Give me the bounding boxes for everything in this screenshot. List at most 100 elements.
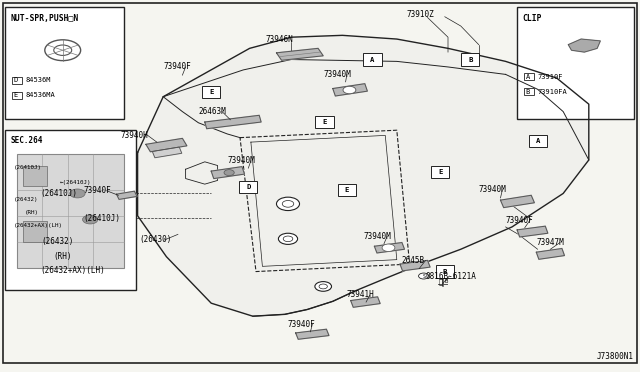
FancyBboxPatch shape [436, 266, 454, 278]
Text: B: B [468, 57, 472, 62]
Circle shape [54, 45, 72, 55]
Polygon shape [116, 191, 137, 199]
Bar [524, 73, 534, 80]
Text: 73910Z: 73910Z [406, 10, 434, 19]
Polygon shape [138, 35, 589, 316]
FancyBboxPatch shape [364, 54, 381, 65]
Circle shape [382, 244, 395, 251]
Polygon shape [146, 138, 187, 152]
Circle shape [276, 197, 300, 211]
Text: 0816B-6121A: 0816B-6121A [426, 272, 476, 280]
Circle shape [319, 284, 328, 289]
FancyBboxPatch shape [202, 86, 220, 98]
Text: 26463M: 26463M [198, 107, 226, 116]
Text: 2645B: 2645B [402, 256, 425, 265]
Bar [5, 7, 124, 119]
Circle shape [343, 86, 356, 94]
FancyBboxPatch shape [316, 116, 333, 128]
Polygon shape [296, 329, 329, 339]
FancyBboxPatch shape [239, 181, 257, 193]
Text: B: B [443, 269, 447, 275]
Text: 73947M: 73947M [536, 238, 564, 247]
Text: 73940M: 73940M [227, 156, 255, 165]
Text: 73940F: 73940F [83, 186, 111, 195]
Circle shape [278, 233, 298, 244]
Polygon shape [205, 115, 261, 129]
Polygon shape [500, 195, 534, 208]
Text: E: E [209, 89, 213, 95]
Polygon shape [517, 226, 548, 237]
Text: 84536MA: 84536MA [26, 92, 55, 98]
Circle shape [282, 201, 294, 207]
Text: A: A [371, 57, 374, 62]
Circle shape [70, 189, 85, 198]
Text: NUT-SPR,PUSH□N: NUT-SPR,PUSH□N [10, 14, 79, 23]
Polygon shape [152, 147, 182, 158]
Text: (26410J): (26410J) [83, 214, 120, 223]
Text: J73800N1: J73800N1 [596, 352, 634, 361]
Text: 84536M: 84536M [26, 77, 51, 83]
Bar [12, 77, 22, 84]
Polygon shape [568, 39, 600, 52]
Text: ←(26410J): ←(26410J) [60, 180, 91, 185]
Text: A: A [525, 74, 530, 80]
Circle shape [224, 170, 234, 176]
Text: (26432+AX)(LH): (26432+AX)(LH) [13, 222, 63, 228]
Text: (26410J): (26410J) [13, 165, 42, 170]
Text: E: E [323, 119, 326, 125]
Text: (RH): (RH) [24, 209, 38, 215]
Text: 73940M: 73940M [323, 70, 351, 79]
Text: (26410J): (26410J) [40, 189, 77, 198]
Text: A: A [536, 138, 540, 144]
Polygon shape [400, 260, 430, 271]
Text: B: B [445, 279, 448, 284]
Polygon shape [276, 48, 323, 60]
Text: (RH): (RH) [53, 252, 72, 261]
Text: 73940M: 73940M [479, 185, 506, 194]
Text: (26432+AX)(LH): (26432+AX)(LH) [40, 266, 105, 275]
Text: 73941H: 73941H [347, 291, 374, 299]
Text: E: E [438, 169, 442, 175]
Circle shape [419, 273, 429, 279]
Text: 73940F: 73940F [506, 216, 533, 225]
Text: SEC.264: SEC.264 [10, 136, 43, 145]
Text: E: E [345, 187, 349, 193]
Circle shape [439, 272, 447, 277]
FancyBboxPatch shape [338, 184, 356, 196]
Circle shape [315, 282, 332, 291]
Polygon shape [536, 248, 564, 259]
Polygon shape [211, 167, 244, 179]
Text: 73940H: 73940H [120, 131, 148, 140]
Bar [17, 154, 124, 268]
Circle shape [283, 236, 293, 242]
Circle shape [45, 40, 81, 61]
Polygon shape [351, 297, 380, 307]
Bar [12, 92, 22, 99]
Text: B: B [525, 89, 530, 94]
Text: E: E [13, 92, 18, 98]
Text: 73940F: 73940F [288, 320, 316, 329]
FancyBboxPatch shape [431, 166, 449, 178]
Text: 73940F: 73940F [163, 62, 191, 71]
Text: 73910F: 73910F [538, 74, 563, 80]
Bar [23, 221, 47, 242]
Polygon shape [374, 243, 404, 253]
Text: 73946N: 73946N [266, 35, 293, 44]
Bar [524, 88, 534, 95]
Text: S: S [422, 273, 425, 279]
Bar [23, 166, 47, 186]
Text: D: D [246, 184, 250, 190]
Text: Ⓑ: Ⓑ [438, 278, 443, 285]
Bar [517, 7, 634, 119]
FancyBboxPatch shape [529, 135, 547, 147]
FancyBboxPatch shape [461, 54, 479, 65]
Bar [5, 130, 136, 290]
Text: (26432): (26432) [13, 196, 38, 202]
Circle shape [83, 215, 98, 224]
Text: (26432): (26432) [42, 237, 74, 246]
Polygon shape [333, 84, 367, 96]
Text: (26430): (26430) [140, 235, 172, 244]
Text: CLIP: CLIP [522, 14, 541, 23]
Text: 73910FA: 73910FA [538, 89, 567, 94]
Text: D: D [13, 77, 18, 83]
